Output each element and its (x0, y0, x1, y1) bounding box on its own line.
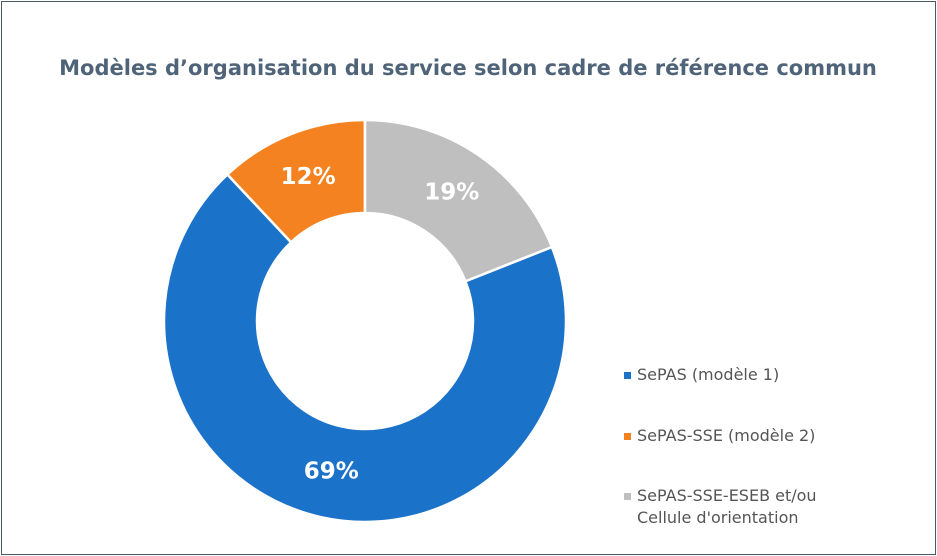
data-label: 12% (281, 164, 336, 190)
legend-label: SePAS-SSE-ESEB et/ou Cellule d'orientati… (637, 486, 817, 527)
slice (162, 172, 568, 524)
legend-item: SePAS-SSE (modèle 2) (624, 425, 867, 447)
legend-swatch (624, 433, 631, 440)
legend-item: SePAS (modèle 1) (624, 364, 867, 386)
legend-swatch (624, 372, 631, 379)
legend-item: SePAS-SSE-ESEB et/ou Cellule d'orientati… (624, 485, 867, 529)
slice (363, 118, 554, 283)
legend-label: SePAS (modèle 1) (637, 365, 780, 384)
data-label: 19% (424, 180, 479, 206)
legend-label: SePAS-SSE (modèle 2) (637, 426, 816, 445)
data-label: 69% (304, 458, 359, 484)
legend-swatch (624, 493, 631, 500)
chart-title: Modèles d’organisation du service selon … (59, 56, 877, 80)
